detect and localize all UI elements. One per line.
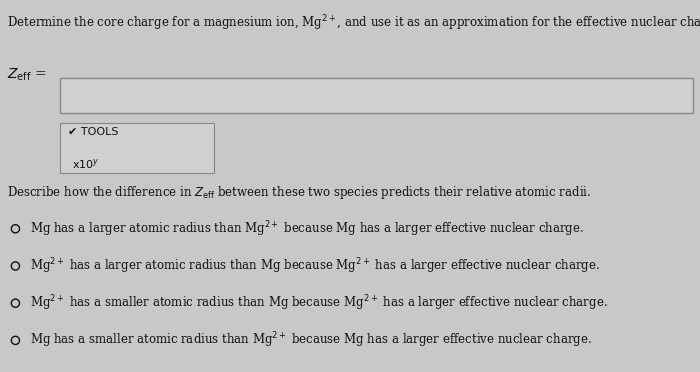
Text: Mg$^{2+}$ has a smaller atomic radius than Mg because Mg$^{2+}$ has a larger eff: Mg$^{2+}$ has a smaller atomic radius th… (30, 294, 608, 313)
FancyBboxPatch shape (60, 123, 213, 173)
Text: ✔ TOOLS: ✔ TOOLS (68, 127, 118, 137)
FancyBboxPatch shape (60, 78, 693, 113)
Text: Mg has a smaller atomic radius than Mg$^{2+}$ because Mg has a larger effective : Mg has a smaller atomic radius than Mg$^… (30, 331, 592, 350)
Text: Determine the core charge for a magnesium ion, Mg$^{2+}$, and use it as an appro: Determine the core charge for a magnesiu… (7, 13, 700, 33)
Text: x10$^{y}$: x10$^{y}$ (72, 157, 99, 171)
Text: Mg$^{2+}$ has a larger atomic radius than Mg because Mg$^{2+}$ has a larger effe: Mg$^{2+}$ has a larger atomic radius tha… (30, 256, 600, 276)
Text: Describe how the difference in $Z_{\mathrm{eff}}$ between these two species pred: Describe how the difference in $Z_{\math… (7, 184, 592, 201)
Text: $Z_{\mathrm{eff}}$ =: $Z_{\mathrm{eff}}$ = (7, 66, 47, 83)
Text: Mg has a larger atomic radius than Mg$^{2+}$ because Mg has a larger effective n: Mg has a larger atomic radius than Mg$^{… (30, 219, 584, 238)
